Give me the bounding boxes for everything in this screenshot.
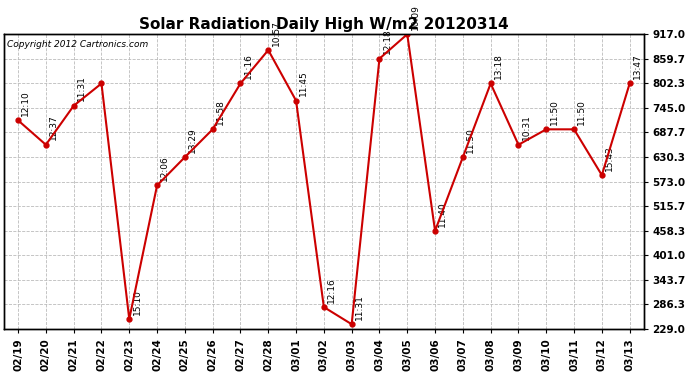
Text: 11:50: 11:50 — [578, 99, 586, 125]
Text: 12:06: 12:06 — [160, 155, 170, 181]
Text: 11:40: 11:40 — [438, 201, 447, 226]
Text: 11:45: 11:45 — [299, 70, 308, 96]
Title: Solar Radiation Daily High W/m2 20120314: Solar Radiation Daily High W/m2 20120314 — [139, 16, 509, 32]
Text: 15:10: 15:10 — [132, 289, 141, 315]
Text: 12:37: 12:37 — [49, 115, 58, 141]
Text: 13:29: 13:29 — [188, 127, 197, 153]
Text: 10:57: 10:57 — [272, 20, 281, 46]
Text: 11:58: 11:58 — [216, 99, 225, 125]
Text: 10:31: 10:31 — [522, 115, 531, 141]
Text: 15:43: 15:43 — [605, 145, 614, 171]
Text: 11:50: 11:50 — [550, 99, 559, 125]
Text: 13:18: 13:18 — [494, 53, 503, 79]
Text: 12:18: 12:18 — [383, 28, 392, 54]
Text: 12:10: 12:10 — [21, 90, 30, 116]
Text: 13:47: 13:47 — [633, 54, 642, 79]
Text: 11:31: 11:31 — [77, 76, 86, 102]
Text: 10:09: 10:09 — [411, 4, 420, 30]
Text: Copyright 2012 Cartronics.com: Copyright 2012 Cartronics.com — [8, 40, 148, 49]
Text: 12:16: 12:16 — [327, 277, 336, 303]
Text: 11:31: 11:31 — [355, 294, 364, 320]
Text: 11:16: 11:16 — [244, 53, 253, 79]
Text: 11:50: 11:50 — [466, 127, 475, 153]
